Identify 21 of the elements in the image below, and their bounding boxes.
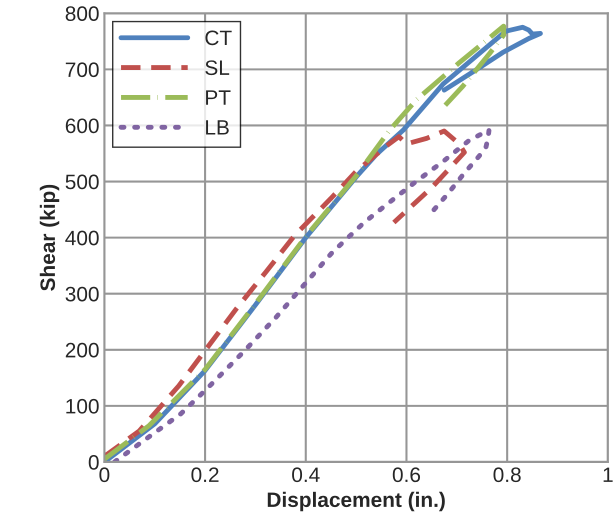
x-tick-label: 0.8 xyxy=(494,467,521,482)
x-tick-label: 0.4 xyxy=(292,467,320,482)
y-tick-label: 700 xyxy=(66,62,99,78)
legend-label: LB xyxy=(206,120,229,135)
x-tick-label: 0 xyxy=(99,467,110,482)
y-tick-label: 200 xyxy=(66,342,99,358)
y-tick-label: 800 xyxy=(66,6,99,22)
x-tick-label: 0.6 xyxy=(392,467,420,482)
x-tick-label: 0.2 xyxy=(191,467,219,482)
y-tick-label: 0 xyxy=(88,454,99,470)
legend-label: CT xyxy=(205,30,232,46)
x-tick-label: 1 xyxy=(604,468,613,482)
y-axis-title: Shear (kip) xyxy=(40,184,60,291)
y-tick-label: 500 xyxy=(66,174,99,190)
legend-label: SL xyxy=(205,60,230,76)
y-tick-label: 400 xyxy=(65,230,99,246)
legend-label: PT xyxy=(206,90,231,105)
y-tick-label: 300 xyxy=(66,286,99,302)
x-axis-title: Displacement (in.) xyxy=(268,492,445,512)
y-tick-label: 600 xyxy=(66,118,99,134)
y-tick-label: 100 xyxy=(66,398,99,414)
